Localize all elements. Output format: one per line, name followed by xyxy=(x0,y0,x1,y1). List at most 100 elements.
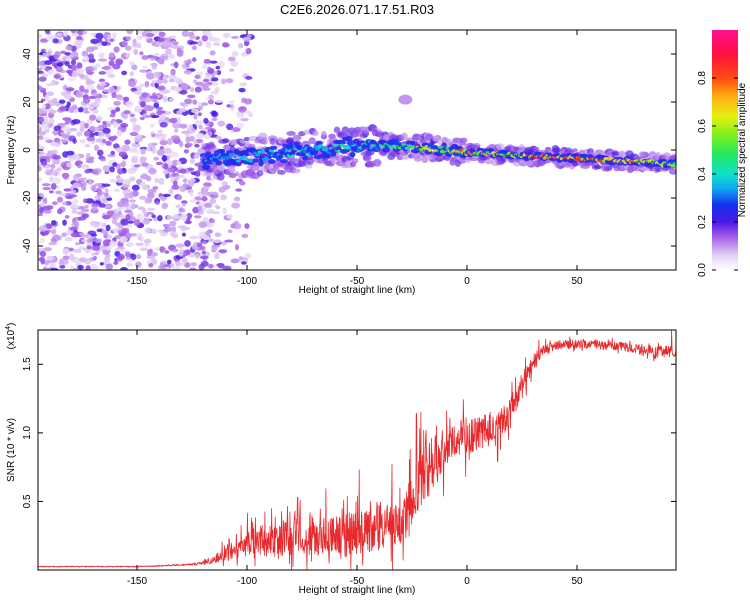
noise-blob xyxy=(193,113,198,120)
noise-blob xyxy=(139,83,145,88)
noise-blob xyxy=(61,259,69,265)
noise-blob xyxy=(86,78,92,85)
noise-blob xyxy=(159,140,168,146)
noise-blob xyxy=(102,123,108,129)
signal-halo xyxy=(593,165,603,170)
noise-blob xyxy=(241,233,249,239)
noise-blob xyxy=(158,31,166,37)
noise-blob xyxy=(52,38,59,44)
noise-blob xyxy=(65,56,71,62)
signal-halo xyxy=(292,168,301,174)
noise-blob xyxy=(105,132,111,139)
noise-blob xyxy=(171,248,179,253)
noise-blob xyxy=(211,117,218,122)
noise-blob xyxy=(202,30,211,35)
isolated-blob xyxy=(398,94,413,105)
noise-blob xyxy=(213,37,221,42)
noise-blob xyxy=(105,224,111,232)
noise-blob xyxy=(53,54,59,60)
noise-blob xyxy=(201,186,210,190)
signal-core-outer xyxy=(252,158,260,163)
noise-blob xyxy=(39,250,47,257)
noise-blob xyxy=(72,138,77,144)
signal-core-outer xyxy=(280,159,288,164)
noise-blob xyxy=(203,59,211,64)
noise-blob xyxy=(189,87,195,93)
noise-blob xyxy=(159,262,166,270)
noise-blob xyxy=(144,197,153,204)
noise-blob xyxy=(83,88,89,94)
signal-core xyxy=(280,151,285,155)
x-tick-label: -50 xyxy=(350,576,365,587)
noise-blob xyxy=(211,110,217,117)
noise-blob xyxy=(239,82,248,87)
noise-blob xyxy=(42,186,52,191)
noise-blob xyxy=(44,67,50,72)
noise-blob xyxy=(124,139,131,145)
colorbar-tick-label: 0.4 xyxy=(697,167,708,181)
noise-blob xyxy=(89,114,97,121)
noise-blob xyxy=(85,198,95,204)
noise-blob xyxy=(207,68,215,75)
noise-blob xyxy=(201,190,208,196)
noise-blob xyxy=(138,195,147,200)
signal-halo xyxy=(286,137,295,145)
noise-blob xyxy=(173,128,179,133)
noise-blob xyxy=(46,205,54,210)
noise-blob xyxy=(164,250,170,254)
noise-blob xyxy=(45,169,53,176)
noise-blob xyxy=(113,143,120,149)
noise-blob xyxy=(148,167,157,175)
noise-blob xyxy=(38,33,43,40)
signal-core xyxy=(336,149,341,153)
y-tick-label: 20 xyxy=(22,96,33,108)
noise-blob xyxy=(90,38,99,44)
noise-blob xyxy=(112,121,118,129)
noise-blob xyxy=(105,263,114,270)
noise-blob xyxy=(97,36,103,43)
noise-blob xyxy=(84,204,89,209)
noise-blob xyxy=(140,92,149,98)
noise-blob xyxy=(230,258,240,264)
noise-blob xyxy=(151,228,157,235)
noise-blob xyxy=(211,73,216,78)
signal-halo xyxy=(459,137,468,144)
signal-core xyxy=(404,146,410,151)
noise-blob xyxy=(86,84,95,91)
noise-blob xyxy=(125,52,131,58)
signal-core-outer xyxy=(349,151,356,158)
noise-blob xyxy=(84,144,91,148)
noise-blob xyxy=(178,140,184,148)
noise-blob xyxy=(184,240,191,247)
noise-blob xyxy=(155,161,163,166)
noise-blob xyxy=(128,258,133,262)
noise-blob xyxy=(222,207,227,215)
signal-core xyxy=(401,143,407,146)
noise-blob xyxy=(203,117,209,124)
y-tick-label: 0.5 xyxy=(22,494,33,508)
signal-halo xyxy=(627,165,638,172)
noise-blob xyxy=(174,175,180,180)
noise-blob xyxy=(91,108,99,114)
noise-blob xyxy=(84,169,91,174)
signal-core xyxy=(236,159,241,163)
noise-blob xyxy=(120,123,129,128)
noise-blob xyxy=(139,181,146,187)
noise-blob xyxy=(68,253,75,261)
noise-blob xyxy=(201,87,211,91)
noise-blob xyxy=(172,214,180,220)
colorbar-ticks: 0.0 0.2 0.4 0.6 0.8 xyxy=(697,71,738,277)
signal-core-outer xyxy=(338,140,346,145)
noise-blob xyxy=(101,183,111,187)
signal-core-outer xyxy=(202,164,211,170)
noise-blob xyxy=(58,105,67,112)
noise-blob xyxy=(139,51,144,56)
signal-core-outer xyxy=(267,158,276,164)
signal-halo xyxy=(312,130,319,136)
noise-blob xyxy=(124,232,132,239)
noise-blob xyxy=(201,35,209,42)
noise-blob xyxy=(122,188,132,195)
noise-blob xyxy=(97,132,106,137)
noise-blob xyxy=(56,62,64,67)
noise-blob xyxy=(152,71,162,79)
